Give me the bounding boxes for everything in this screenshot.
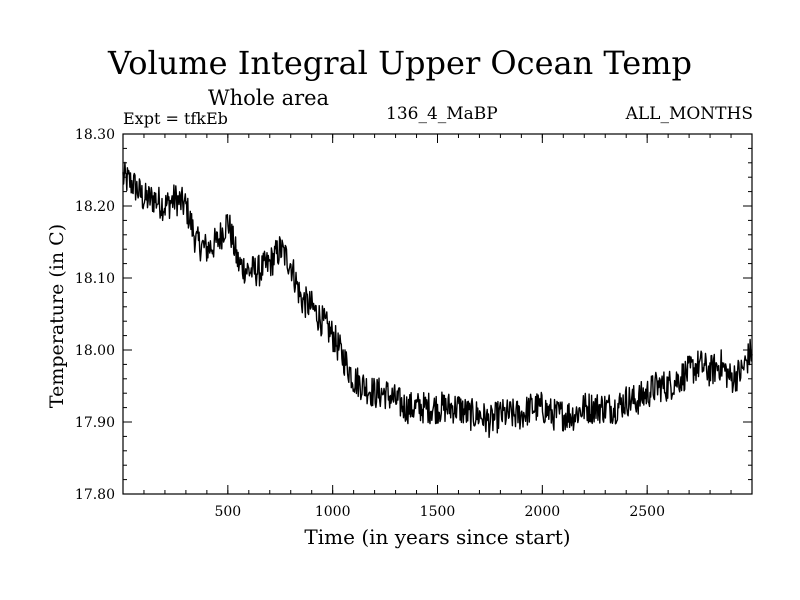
y-tick-label: 18.20 [75, 199, 115, 215]
x-axis-label: Time (in years since start) [304, 525, 571, 549]
plot-frame [122, 133, 753, 495]
experiment-label: Expt = tfkEb [123, 109, 228, 128]
chart-subtitle: Whole area [208, 86, 330, 110]
x-tick-label: 2000 [525, 504, 561, 520]
y-tick-label: 17.80 [75, 487, 115, 503]
y-tick-label: 18.10 [75, 271, 115, 287]
y-tick-label: 17.90 [75, 415, 115, 431]
run-label: 136_4_MaBP [386, 104, 498, 124]
x-tick-label: 2500 [629, 504, 665, 520]
y-tick-label: 18.00 [75, 343, 115, 359]
x-tick-label: 500 [214, 504, 241, 520]
months-label: ALL_MONTHS [625, 104, 753, 124]
y-tick-label: 18.30 [75, 127, 115, 143]
series-line [122, 161, 753, 438]
x-tick-label: 1500 [420, 504, 456, 520]
chart-title: Volume Integral Upper Ocean Temp [108, 44, 692, 82]
x-tick-label: 1000 [315, 504, 351, 520]
